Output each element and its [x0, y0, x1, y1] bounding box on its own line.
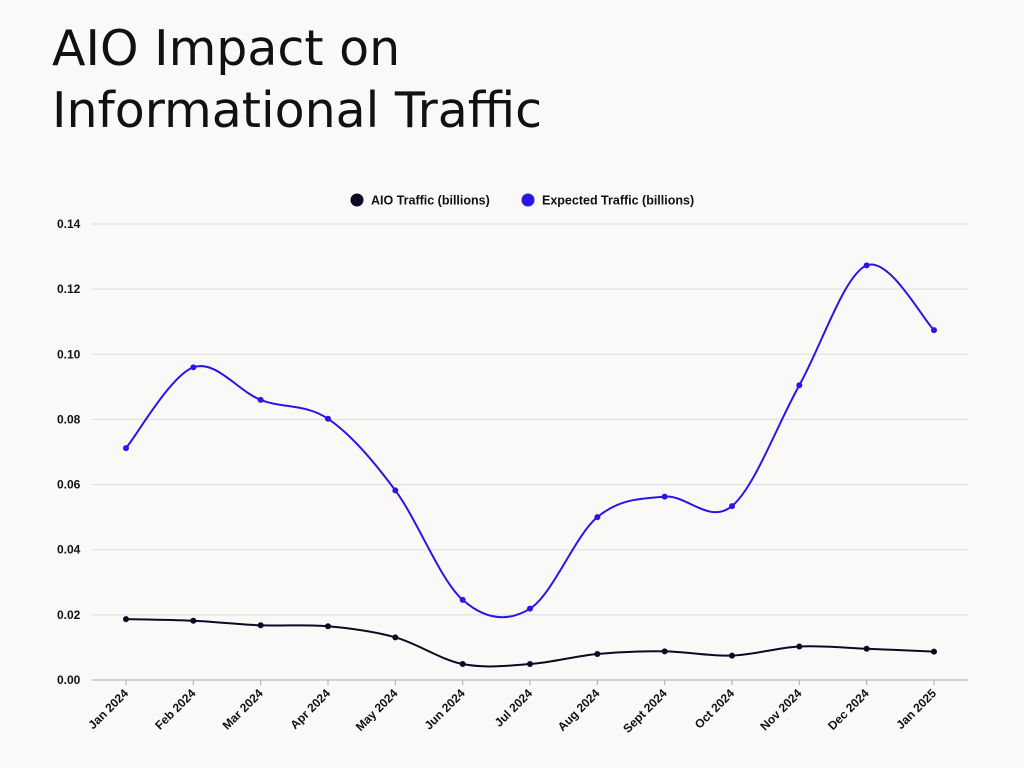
x-tick-label: May 2024	[353, 686, 401, 734]
data-point[interactable]	[190, 617, 197, 624]
chart-title: AIO Impact on Informational Traffic	[52, 18, 952, 142]
legend-marker	[350, 193, 364, 207]
data-point[interactable]	[931, 327, 937, 334]
data-point[interactable]	[257, 396, 264, 403]
data-point[interactable]	[796, 643, 803, 650]
data-point[interactable]	[527, 661, 533, 668]
x-tick-label: Oct 2024	[692, 686, 738, 732]
chart-title-line-2: Informational Traffic	[52, 82, 543, 139]
x-tick-label: Feb 2024	[152, 686, 198, 732]
legend-marker	[521, 193, 535, 207]
gridlines	[92, 223, 968, 681]
x-tick-label: Jun 2024	[422, 686, 468, 732]
data-point[interactable]	[459, 661, 466, 668]
x-tick-label: Jan 2024	[85, 686, 131, 732]
data-point[interactable]	[796, 382, 803, 389]
data-point[interactable]	[325, 623, 331, 630]
data-point[interactable]	[729, 503, 735, 510]
y-tick-label: 0.06	[57, 478, 81, 492]
data-point[interactable]	[661, 648, 668, 655]
legend-item[interactable]: AIO Traffic (billions)	[350, 193, 490, 208]
legend-label: AIO Traffic (billions)	[371, 194, 490, 208]
data-point[interactable]	[257, 622, 264, 629]
data-point[interactable]	[325, 415, 331, 422]
y-tick-label: 0.14	[57, 217, 81, 231]
data-point[interactable]	[931, 648, 937, 655]
data-point[interactable]	[123, 616, 129, 623]
x-tick-label: Mar 2024	[220, 686, 266, 732]
x-tick-label: Sept 2024	[620, 686, 670, 736]
data-point[interactable]	[459, 596, 466, 603]
x-tick-label: Apr 2024	[287, 686, 333, 732]
y-tick-label: 0.08	[57, 412, 81, 426]
data-point[interactable]	[594, 650, 601, 657]
x-axis-ticks: Jan 2024 Feb 2024 Mar 2024 Apr 2024 May 2024…	[85, 680, 939, 736]
data-point[interactable]	[729, 652, 735, 659]
legend: AIO Traffic (billions) Expected Traffic (…	[350, 193, 695, 208]
series-group	[123, 262, 937, 668]
data-point[interactable]	[527, 605, 533, 612]
data-point[interactable]	[392, 487, 399, 494]
data-point[interactable]	[594, 514, 601, 521]
series-aio-traffic	[123, 616, 937, 668]
y-tick-label: 0.04	[57, 543, 81, 557]
series-line	[125, 618, 935, 668]
data-point[interactable]	[863, 645, 870, 652]
y-tick-label: 0.00	[57, 673, 81, 687]
series-line	[125, 263, 935, 619]
x-tick-label: Jan 2025	[893, 686, 939, 732]
data-point[interactable]	[863, 262, 870, 269]
x-tick-label: Jul 2024	[492, 686, 536, 730]
data-point[interactable]	[392, 634, 399, 641]
series-expected-traffic	[123, 262, 937, 619]
x-tick-label: Aug 2024	[555, 686, 603, 734]
data-point[interactable]	[661, 493, 668, 500]
chart-title-line-1: AIO Impact on	[52, 20, 401, 77]
x-tick-label: Dec 2024	[825, 686, 872, 733]
y-tick-label: 0.10	[57, 347, 81, 361]
y-axis-ticks: 0.00 0.02 0.04 0.06 0.08 0.10 0.12 0.14	[57, 217, 81, 687]
legend-label: Expected Traffic (billions)	[542, 194, 694, 208]
data-point[interactable]	[123, 445, 129, 452]
legend-item[interactable]: Expected Traffic (billions)	[521, 193, 695, 208]
data-point[interactable]	[190, 364, 197, 371]
y-tick-label: 0.02	[57, 608, 81, 622]
x-tick-label: Nov 2024	[757, 686, 804, 733]
y-tick-label: 0.12	[57, 282, 81, 296]
